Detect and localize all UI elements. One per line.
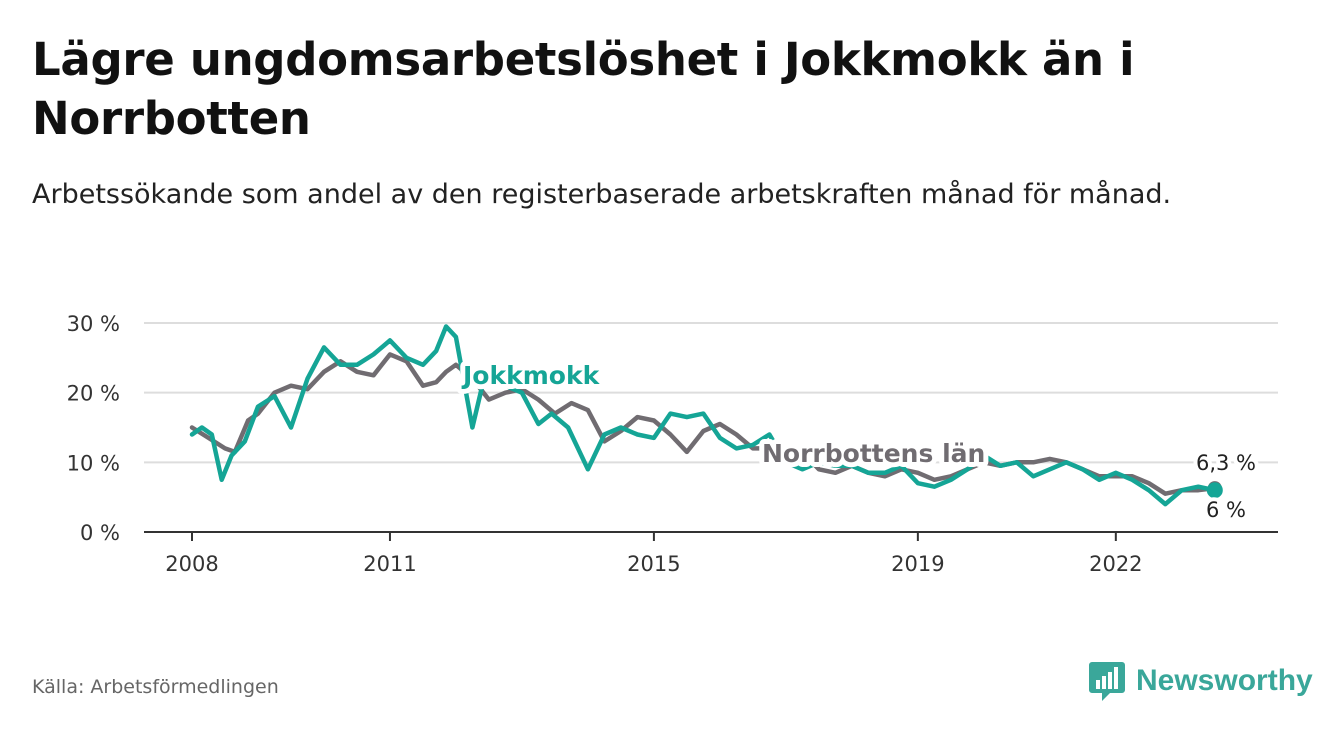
y-tick-label: 10 % bbox=[67, 451, 120, 475]
chart-title: Lägre ungdomsarbetslöshet i Jokkmokk än … bbox=[32, 33, 1135, 145]
svg-text:6 %: 6 % bbox=[1206, 498, 1246, 522]
y-tick-label: 30 % bbox=[67, 312, 120, 336]
series-lines bbox=[189, 324, 1218, 507]
svg-text:Jokkmokk: Jokkmokk bbox=[461, 361, 601, 390]
end-label-jokkmokk: 6 %6 % bbox=[1202, 494, 1250, 526]
series-line-norrbotten bbox=[189, 352, 1218, 496]
newsworthy-logo-icon bbox=[1089, 662, 1125, 701]
x-tick-label: 2008 bbox=[165, 552, 218, 576]
x-tick-label: 2011 bbox=[363, 552, 416, 576]
svg-text:6,3 %: 6,3 % bbox=[1196, 451, 1256, 475]
y-tick-label: 0 % bbox=[80, 521, 120, 545]
svg-text:Jokkmokk: Jokkmokk bbox=[461, 361, 601, 390]
svg-text:Norrbottens län: Norrbottens län bbox=[762, 439, 985, 468]
x-tick-label: 2019 bbox=[891, 552, 944, 576]
axes: 0 % 10 % 20 % 30 % 2008 2011 2015 2019 2022 bbox=[67, 312, 1278, 576]
svg-text:6,3 %: 6,3 % bbox=[1196, 451, 1256, 475]
x-tick-label: 2022 bbox=[1089, 552, 1142, 576]
end-point-jokkmokk bbox=[1206, 482, 1223, 499]
brand-name: Newsworthy bbox=[1136, 664, 1313, 697]
chart-subtitle: Arbetssökande som andel av den registerb… bbox=[32, 179, 1172, 210]
brand-logo[interactable]: Newsworthy bbox=[1088, 660, 1313, 702]
source-note: Källa: Arbetsförmedlingen bbox=[32, 676, 279, 698]
y-tick-label: 20 % bbox=[67, 382, 120, 406]
svg-text:Norrbottens län: Norrbottens län bbox=[762, 439, 985, 468]
gridlines bbox=[144, 322, 1278, 464]
end-label-norrbotten: 6,3 %6,3 % bbox=[1192, 447, 1260, 479]
svg-text:6 %: 6 % bbox=[1206, 498, 1246, 522]
series-line-jokkmokk bbox=[189, 324, 1218, 507]
x-tick-label: 2015 bbox=[627, 552, 680, 576]
